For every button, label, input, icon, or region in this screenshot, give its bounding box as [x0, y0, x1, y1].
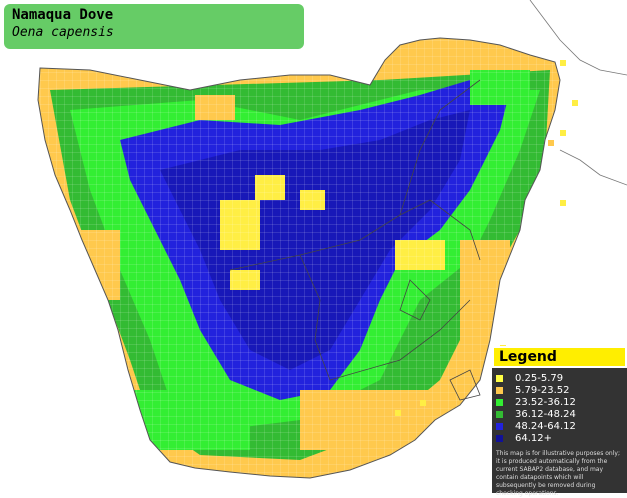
- country-borders: [229, 79, 481, 401]
- species-title-box: Namaqua Dove Oena capensis: [4, 4, 304, 49]
- legend-item: 64.12+: [496, 432, 627, 444]
- legend-label: 48.24-64.12: [515, 420, 576, 432]
- legend-swatch: [496, 410, 503, 418]
- legend-label: 0.25-5.79: [515, 372, 564, 384]
- scientific-name: Oena capensis: [12, 25, 114, 40]
- legend-swatch: [496, 422, 503, 430]
- legend-item: 5.79-23.52: [496, 384, 627, 396]
- outer-lines: [529, 0, 627, 186]
- legend-swatch: [496, 434, 503, 442]
- legend-heading: Legend: [492, 346, 627, 368]
- legend-list: 0.25-5.79 5.79-23.52 23.52-36.12 36.12-4…: [492, 372, 627, 444]
- legend-label: 64.12+: [515, 432, 553, 444]
- coastline: [37, 37, 561, 479]
- legend-swatch: [496, 374, 503, 382]
- legend-panel: Legend 0.25-5.79 5.79-23.52 23.52-36.12 …: [492, 346, 627, 497]
- legend-item: 36.12-48.24: [496, 408, 627, 420]
- legend-label: 36.12-48.24: [515, 408, 576, 420]
- legend-swatch: [496, 386, 503, 394]
- legend-item: 48.24-64.12: [496, 420, 627, 432]
- legend-label: 5.79-23.52: [515, 384, 570, 396]
- legend-disclaimer: This map is for illustrative purposes on…: [496, 450, 620, 497]
- legend-swatch: [496, 398, 503, 406]
- legend-label: 23.52-36.12: [515, 396, 576, 408]
- common-name: Namaqua Dove: [12, 7, 114, 23]
- legend-item: 23.52-36.12: [496, 396, 627, 408]
- legend-item: 0.25-5.79: [496, 372, 627, 384]
